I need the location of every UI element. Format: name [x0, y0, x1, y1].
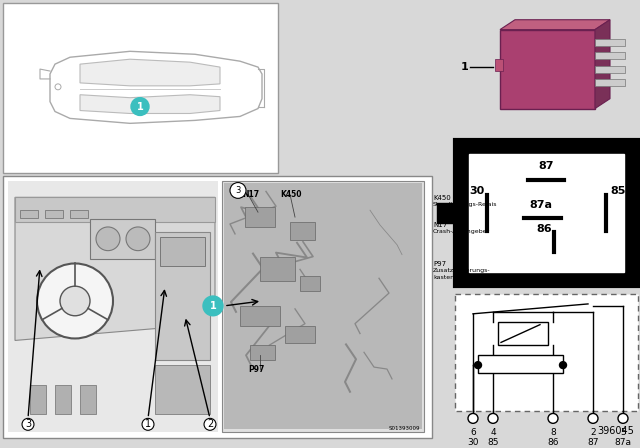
- Bar: [250, 345, 275, 360]
- Text: 396045: 396045: [597, 426, 634, 436]
- Circle shape: [548, 414, 558, 423]
- Bar: [3, 176, 432, 438]
- Text: 87: 87: [538, 161, 554, 171]
- Bar: [20, 210, 38, 218]
- Circle shape: [96, 227, 120, 250]
- Polygon shape: [80, 59, 220, 86]
- Bar: [285, 326, 315, 344]
- Bar: [90, 219, 155, 258]
- Bar: [260, 257, 295, 281]
- Bar: [70, 210, 88, 218]
- Text: 87: 87: [588, 438, 599, 447]
- Bar: [240, 306, 280, 326]
- Text: 8: 8: [550, 428, 556, 437]
- Circle shape: [126, 227, 150, 250]
- Circle shape: [618, 414, 628, 423]
- Circle shape: [55, 84, 61, 90]
- Text: 6: 6: [470, 428, 476, 437]
- Bar: [495, 59, 503, 71]
- FancyBboxPatch shape: [500, 30, 595, 108]
- Text: 30: 30: [469, 186, 484, 196]
- Circle shape: [468, 414, 478, 423]
- Text: Standlüftungs-Relais: Standlüftungs-Relais: [433, 202, 497, 207]
- Text: 3: 3: [236, 186, 241, 195]
- Bar: [595, 39, 625, 47]
- Circle shape: [474, 362, 481, 369]
- Text: Zusatzsicherungs-
kasten: Zusatzsicherungs- kasten: [433, 268, 491, 280]
- Polygon shape: [50, 52, 262, 123]
- Text: 1: 1: [210, 301, 216, 311]
- Bar: [155, 232, 210, 360]
- Bar: [478, 355, 563, 373]
- Text: 86: 86: [536, 224, 552, 234]
- Bar: [595, 66, 625, 73]
- Polygon shape: [15, 198, 215, 340]
- Text: 30: 30: [467, 438, 479, 447]
- Polygon shape: [595, 20, 610, 108]
- Bar: [45, 210, 63, 218]
- Bar: [80, 385, 96, 414]
- Bar: [30, 385, 46, 414]
- Bar: [245, 207, 275, 227]
- Text: 85: 85: [611, 186, 626, 196]
- Text: K450: K450: [433, 195, 451, 202]
- Circle shape: [488, 414, 498, 423]
- Bar: [469, 154, 624, 272]
- Text: 3: 3: [25, 419, 31, 429]
- Circle shape: [230, 182, 246, 198]
- Bar: [224, 182, 422, 429]
- Text: 85: 85: [487, 438, 499, 447]
- Bar: [455, 294, 638, 410]
- Text: 1: 1: [145, 419, 151, 429]
- Text: P97: P97: [248, 365, 264, 374]
- Bar: [595, 52, 625, 59]
- Bar: [455, 140, 638, 286]
- Text: N17: N17: [242, 190, 259, 199]
- Circle shape: [60, 286, 90, 316]
- Polygon shape: [500, 20, 610, 30]
- Text: S01393009: S01393009: [388, 426, 420, 431]
- Text: N17: N17: [433, 222, 447, 228]
- Text: 86: 86: [547, 438, 559, 447]
- Bar: [8, 181, 218, 432]
- Bar: [300, 276, 320, 291]
- Bar: [638, 203, 640, 223]
- Text: 87a: 87a: [529, 200, 552, 210]
- Text: 87a: 87a: [614, 438, 632, 447]
- Bar: [55, 385, 71, 414]
- Bar: [222, 181, 424, 432]
- Text: 2: 2: [590, 428, 596, 437]
- Bar: [3, 3, 278, 172]
- Text: 5: 5: [620, 428, 626, 437]
- Bar: [437, 203, 455, 223]
- Bar: [595, 79, 625, 86]
- Bar: [155, 365, 210, 414]
- Bar: [498, 322, 548, 345]
- Text: 1: 1: [460, 62, 468, 72]
- Circle shape: [37, 263, 113, 339]
- Circle shape: [588, 414, 598, 423]
- Circle shape: [131, 98, 149, 116]
- Text: 2: 2: [207, 419, 213, 429]
- Circle shape: [559, 362, 566, 369]
- Bar: [160, 237, 205, 267]
- Polygon shape: [15, 198, 215, 222]
- Bar: [290, 222, 315, 240]
- Circle shape: [203, 296, 223, 316]
- Text: 4: 4: [490, 428, 496, 437]
- Text: Crash-Alarmgeber: Crash-Alarmgeber: [433, 229, 490, 234]
- Text: 1: 1: [136, 102, 143, 112]
- Text: K450: K450: [280, 190, 301, 199]
- Polygon shape: [80, 95, 220, 113]
- Text: P97: P97: [433, 262, 446, 267]
